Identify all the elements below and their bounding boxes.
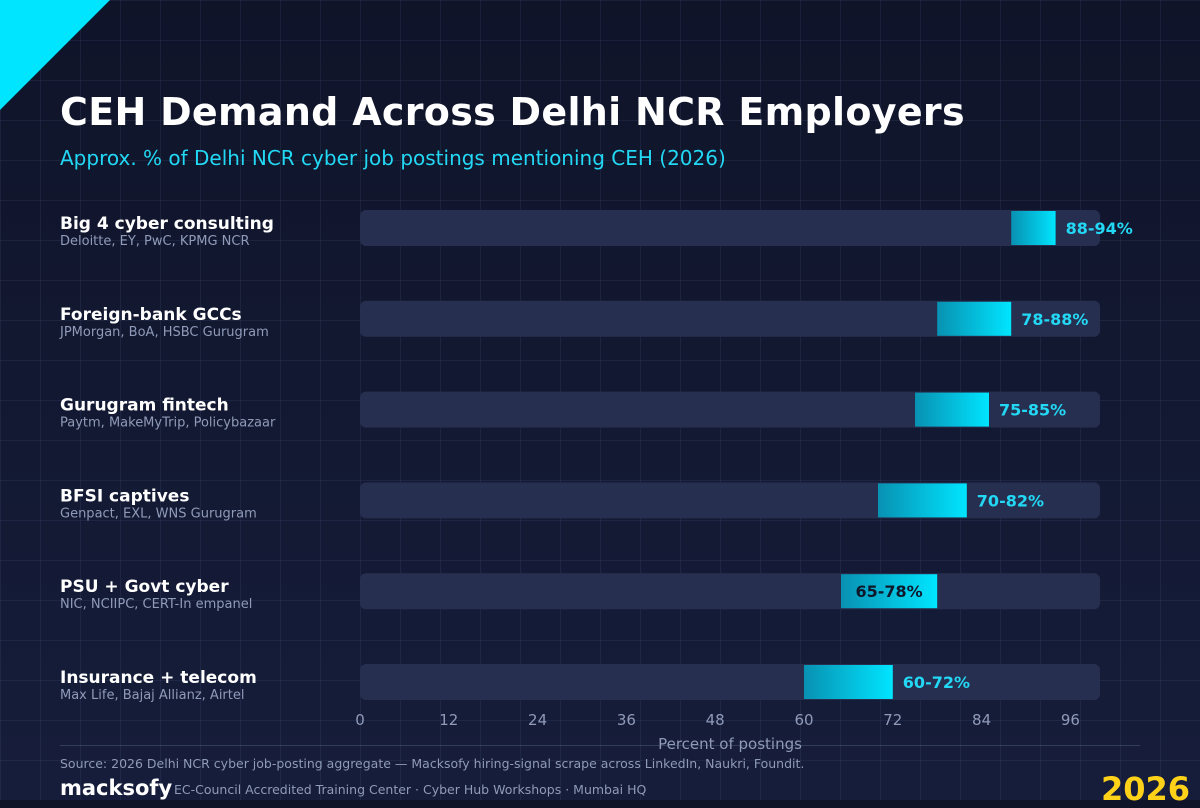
category-sublabel: Max Life, Bajaj Allianz, Airtel bbox=[60, 688, 245, 703]
category-label: Gurugram fintech bbox=[60, 396, 229, 416]
footer-divider bbox=[60, 745, 1140, 746]
x-tick-label: 48 bbox=[706, 711, 725, 729]
range-bar bbox=[937, 301, 1012, 336]
bar-track bbox=[360, 573, 1100, 610]
range-bar bbox=[915, 392, 989, 427]
source-note: Source: 2026 Delhi NCR cyber job-posting… bbox=[60, 756, 805, 771]
corner-accent bbox=[0, 0, 110, 110]
value-label: 70-82% bbox=[977, 491, 1044, 510]
category-sublabel: Deloitte, EY, PwC, KPMG NCR bbox=[60, 234, 250, 249]
category-sublabel: JPMorgan, BoA, HSBC Gurugram bbox=[59, 325, 269, 340]
bar-track bbox=[360, 210, 1100, 246]
category-label: Big 4 cyber consulting bbox=[60, 214, 274, 234]
value-label: 60-72% bbox=[903, 673, 970, 692]
value-label: 75-85% bbox=[999, 401, 1066, 420]
category-sublabel: NIC, NCIIPC, CERT-In empanel bbox=[60, 597, 252, 612]
brand-logo: macksofy bbox=[60, 776, 173, 800]
value-label: 65-78% bbox=[855, 582, 922, 601]
x-tick-label: 12 bbox=[439, 711, 458, 729]
chart-title: CEH Demand Across Delhi NCR Employers bbox=[60, 90, 965, 134]
x-tick-label: 60 bbox=[794, 711, 813, 729]
x-axis-title: Percent of postings bbox=[658, 735, 802, 753]
category-label: Insurance + telecom bbox=[60, 668, 257, 688]
category-label: Foreign-bank GCCs bbox=[60, 305, 242, 325]
bar-track bbox=[360, 300, 1100, 337]
x-tick-label: 96 bbox=[1061, 711, 1080, 729]
range-bar bbox=[878, 483, 967, 518]
category-sublabel: Paytm, MakeMyTrip, Policybazaar bbox=[60, 416, 276, 431]
x-tick-label: 72 bbox=[883, 711, 902, 729]
x-tick-label: 0 bbox=[355, 711, 365, 729]
range-bar bbox=[841, 574, 938, 609]
brand-tagline: EC-Council Accredited Training Center · … bbox=[174, 782, 647, 797]
bar-track bbox=[360, 664, 1100, 700]
category-label: BFSI captives bbox=[60, 486, 189, 506]
value-label: 88-94% bbox=[1066, 219, 1133, 238]
value-label: 78-88% bbox=[1021, 310, 1088, 329]
x-tick-label: 36 bbox=[617, 711, 636, 729]
category-label: PSU + Govt cyber bbox=[60, 577, 229, 597]
chart-subtitle: Approx. % of Delhi NCR cyber job posting… bbox=[60, 146, 726, 170]
x-tick-label: 24 bbox=[528, 711, 547, 729]
range-bar bbox=[804, 665, 893, 699]
year-badge: 2026 bbox=[1100, 770, 1190, 808]
range-bar bbox=[1011, 211, 1056, 245]
x-tick-label: 84 bbox=[972, 711, 991, 729]
category-sublabel: Genpact, EXL, WNS Gurugram bbox=[60, 506, 257, 521]
